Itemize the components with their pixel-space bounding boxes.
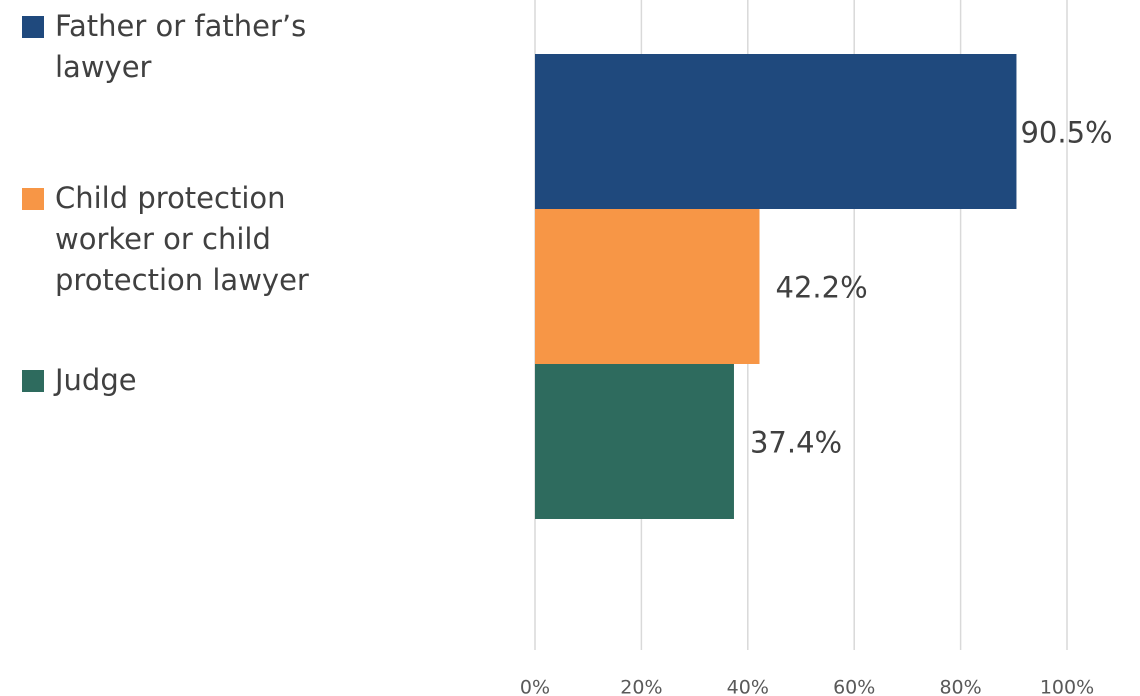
- legend-item: Father or father’s lawyer: [22, 6, 322, 88]
- data-label: 42.2%: [776, 271, 868, 305]
- data-label: 37.4%: [750, 426, 842, 460]
- bar: [535, 209, 760, 364]
- legend-item: Judge: [22, 360, 322, 401]
- x-tick-label: 0%: [520, 677, 550, 696]
- x-tick-label: 40%: [727, 677, 769, 696]
- x-tick-label: 100%: [1040, 677, 1094, 696]
- legend-item: Child protection worker or child protect…: [22, 178, 322, 301]
- bar: [535, 54, 1017, 209]
- data-label: 90.5%: [1020, 116, 1112, 150]
- x-tick-label: 60%: [833, 677, 875, 696]
- legend-label: Child protection worker or child protect…: [55, 181, 309, 297]
- legend-label: Father or father’s lawyer: [55, 9, 307, 84]
- bar: [535, 364, 734, 519]
- legend-swatch: [22, 188, 44, 210]
- legend-swatch: [22, 16, 44, 38]
- x-tick-label: 80%: [939, 677, 981, 696]
- x-tick-label: 20%: [620, 677, 662, 696]
- legend-label: Judge: [55, 363, 137, 397]
- legend-swatch: [22, 370, 44, 392]
